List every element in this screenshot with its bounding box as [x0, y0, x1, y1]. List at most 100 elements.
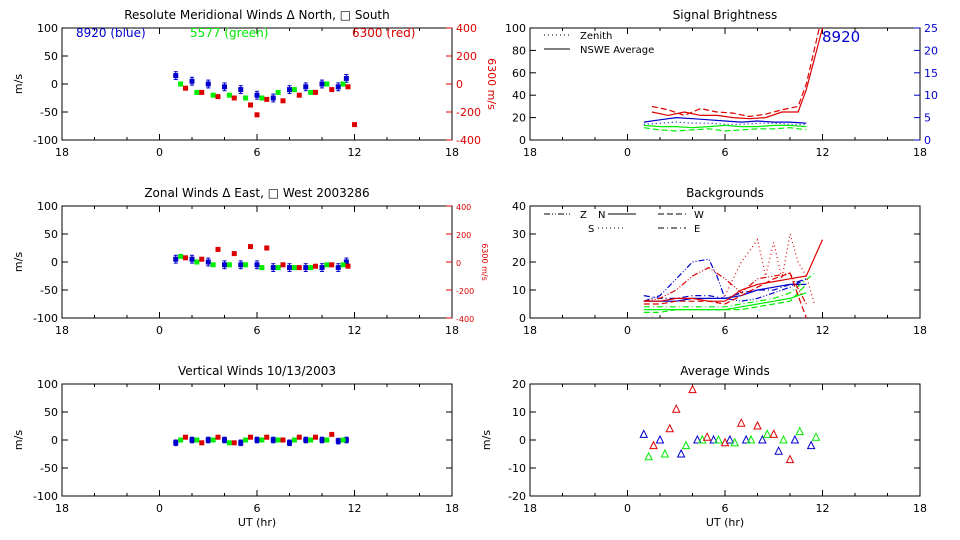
data-point	[779, 434, 788, 444]
data-point	[183, 434, 188, 440]
series-line-nswe-average-5577	[643, 124, 807, 129]
y-tick-label: 10	[512, 284, 526, 297]
data-point	[231, 95, 237, 101]
data-point	[243, 262, 249, 268]
data-point	[340, 81, 346, 87]
data-point	[238, 87, 244, 93]
x-tick-label: 18	[523, 324, 537, 337]
data-point	[291, 87, 297, 93]
data-point	[769, 429, 779, 438]
x-tick-label: 18	[55, 324, 69, 337]
data-point	[762, 429, 772, 438]
series-line-w-6300	[643, 272, 807, 318]
data-point	[194, 437, 200, 443]
chart-panel-0: Resolute Meridional Winds Δ North, □ Sou…	[12, 8, 498, 159]
y-tick-label: 0	[51, 434, 58, 447]
data-point	[264, 96, 270, 102]
legend-entry: N	[598, 210, 605, 221]
y-tick-label: -50	[40, 106, 58, 119]
data-point	[264, 434, 270, 440]
data-point	[806, 440, 816, 450]
data-point	[345, 84, 351, 90]
annotation-label: 8920	[822, 28, 860, 46]
x-tick-label: 6	[254, 146, 261, 159]
y2-tick-label: -400	[456, 315, 474, 324]
data-point	[345, 263, 351, 269]
data-point	[259, 265, 265, 271]
data-point	[319, 437, 325, 443]
data-point	[215, 434, 221, 440]
data-point	[343, 75, 349, 81]
plot-frame	[61, 27, 453, 141]
chart-title: Vertical Winds 10/13/2003	[178, 364, 336, 378]
y-tick-label: 0	[519, 312, 526, 325]
x-tick-label: 18	[55, 146, 69, 159]
plot-area	[643, 28, 824, 132]
y-tick-label: 100	[37, 378, 58, 391]
data-point	[215, 94, 221, 100]
data-point	[665, 423, 675, 433]
series-line-n-6300	[643, 239, 824, 302]
y2-tick-label: 25	[924, 22, 938, 35]
data-point	[785, 454, 795, 464]
y-tick-label: -20	[508, 490, 526, 503]
data-point	[287, 440, 292, 446]
data-point	[173, 73, 179, 79]
x-tick-label: 0	[156, 502, 163, 515]
data-point	[340, 262, 346, 268]
data-point	[343, 259, 349, 265]
data-point	[199, 440, 205, 446]
data-point	[178, 437, 184, 443]
series-line-nswe-average-8920	[643, 116, 807, 124]
x-tick-label: 18	[523, 146, 537, 159]
data-point	[254, 262, 260, 268]
x-tick-label: 18	[913, 146, 927, 159]
data-point	[329, 431, 335, 437]
data-point	[702, 432, 712, 441]
data-point	[308, 265, 314, 271]
x-tick-label: 12	[816, 502, 830, 515]
x-tick-label: 12	[348, 502, 362, 515]
data-point	[259, 437, 265, 443]
data-point	[280, 98, 286, 104]
y-tick-label: 100	[505, 22, 526, 35]
data-point	[324, 437, 330, 443]
data-point	[730, 437, 740, 447]
x-tick-label: 18	[445, 324, 459, 337]
data-point	[790, 434, 800, 444]
data-point	[720, 437, 730, 447]
data-point	[194, 259, 200, 265]
data-point	[811, 432, 821, 441]
y-tick-label: 20	[512, 112, 526, 125]
data-point	[194, 89, 200, 95]
series-line-zenith-5577	[643, 127, 807, 132]
data-point	[660, 448, 670, 458]
x-tick-label: 18	[523, 502, 537, 515]
data-point	[319, 265, 325, 271]
x-tick-label: 0	[624, 324, 631, 337]
data-point	[303, 437, 309, 443]
data-point	[329, 262, 335, 268]
data-point	[231, 251, 237, 257]
chart-title: Backgrounds	[686, 186, 764, 200]
x-tick-label: 0	[624, 146, 631, 159]
data-point	[681, 440, 691, 450]
plot-area	[173, 244, 351, 273]
plot-area	[173, 431, 349, 447]
data-point	[210, 262, 216, 268]
x-tick-label: 0	[156, 324, 163, 337]
series-line-s-6300	[643, 266, 807, 305]
y-tick-label: 10	[512, 406, 526, 419]
data-point	[275, 265, 281, 271]
x-tick-label: 18	[913, 502, 927, 515]
x-tick-label: 12	[816, 324, 830, 337]
data-point	[746, 434, 756, 444]
y-tick-label: 0	[51, 256, 58, 269]
data-point	[352, 122, 357, 128]
data-point	[222, 437, 227, 443]
data-point	[725, 434, 735, 444]
